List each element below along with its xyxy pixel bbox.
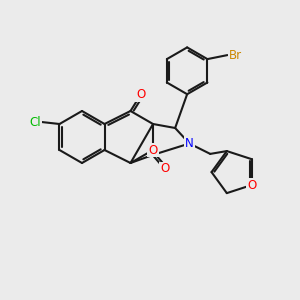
Text: Cl: Cl <box>30 116 41 128</box>
Text: O: O <box>148 143 158 157</box>
Text: O: O <box>136 88 145 101</box>
Text: N: N <box>185 137 194 150</box>
Text: O: O <box>247 178 256 192</box>
Text: O: O <box>160 163 169 176</box>
Text: Br: Br <box>229 49 242 62</box>
